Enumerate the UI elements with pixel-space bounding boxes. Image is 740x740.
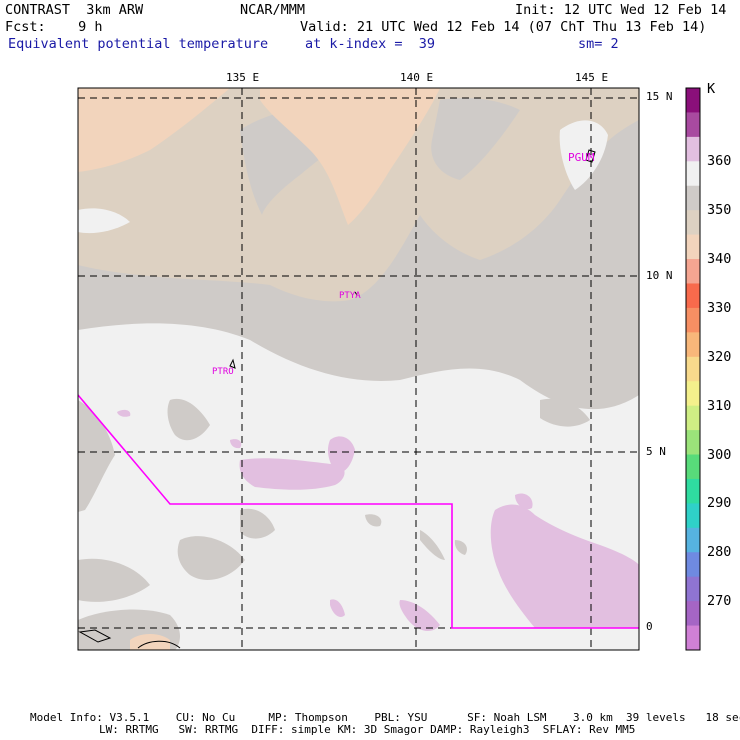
colorbar-swatch — [686, 161, 700, 187]
colorbar-label: 350 — [707, 202, 732, 219]
colorbar-label: 280 — [707, 544, 732, 561]
lat-label-5n: 5 N — [646, 445, 666, 458]
lat-label-15n: 15 N — [646, 90, 673, 103]
station-ptro: PTRO — [212, 367, 234, 377]
graticule — [78, 88, 639, 650]
colorbar-swatch — [686, 576, 700, 602]
smoothing-label: sm= 2 — [578, 36, 619, 52]
colorbar-swatch — [686, 259, 700, 284]
colorbar-label: 290 — [707, 495, 732, 512]
lat-label-10n: 10 N — [646, 269, 673, 282]
colorbar-swatch — [686, 234, 700, 260]
colorbar-swatch — [686, 307, 700, 333]
coastlines — [78, 149, 596, 649]
footer-model-info: Model Info: V3.5.1 CU: No Cu MP: Thompso… — [30, 711, 740, 724]
level-label: at k-index = 39 — [305, 36, 436, 52]
colorbar-swatch — [686, 381, 700, 407]
forecast-hour: Fcst: 9 h — [5, 19, 103, 35]
colorbar-label: 310 — [707, 397, 732, 414]
colorbar-swatch — [686, 454, 700, 480]
colorbar-swatch — [686, 552, 700, 578]
colorbar — [685, 87, 701, 651]
colorbar-swatch — [686, 478, 700, 504]
colorbar-swatch — [686, 88, 700, 113]
colorbar-swatch — [686, 503, 700, 529]
station-ptya: PTYA — [339, 291, 361, 301]
colorbar-label: 300 — [707, 446, 732, 463]
org-label: NCAR/MMM — [240, 2, 306, 18]
station-pgum: PGUM — [568, 151, 595, 164]
lat-label-0: 0 — [646, 620, 653, 633]
map-frame — [77, 87, 640, 651]
colorbar-swatch — [686, 625, 700, 651]
colorbar-unit: K — [707, 81, 716, 97]
eez-boundary — [78, 394, 639, 629]
colorbar-swatch — [686, 601, 700, 627]
colorbar-swatch — [686, 356, 700, 382]
colorbar-label: 330 — [707, 299, 732, 316]
colorbar-swatch — [686, 136, 700, 162]
field-name: Equivalent potential temperature — [8, 36, 269, 52]
colorbar-swatch — [686, 283, 700, 309]
lon-label-140: 140 E — [400, 71, 434, 84]
valid-time: Valid: 21 UTC Wed 12 Feb 14 (07 ChT Thu … — [300, 19, 707, 35]
theta-e-field — [78, 88, 639, 650]
colorbar-swatch — [686, 112, 700, 138]
colorbar-label: 340 — [707, 251, 732, 268]
colorbar-label: 320 — [707, 348, 732, 365]
colorbar-swatch — [686, 405, 700, 431]
init-time: Init: 12 UTC Wed 12 Feb 14 — [515, 2, 727, 18]
colorbar-label: 360 — [707, 153, 732, 170]
colorbar-frame — [685, 87, 701, 651]
colorbar-swatch — [686, 430, 700, 456]
colorbar-swatch — [686, 527, 700, 553]
colorbar-swatch — [686, 210, 700, 236]
lon-label-135: 135 E — [226, 71, 260, 84]
colorbar-swatch — [686, 332, 700, 358]
colorbar-label: 270 — [707, 593, 732, 610]
lon-label-145: 145 E — [575, 71, 609, 84]
footer-physics-info: LW: RRTMG SW: RRTMG DIFF: simple KM: 3D … — [99, 723, 636, 736]
colorbar-swatch — [686, 185, 700, 211]
model-title: CONTRAST 3km ARW — [5, 2, 144, 18]
